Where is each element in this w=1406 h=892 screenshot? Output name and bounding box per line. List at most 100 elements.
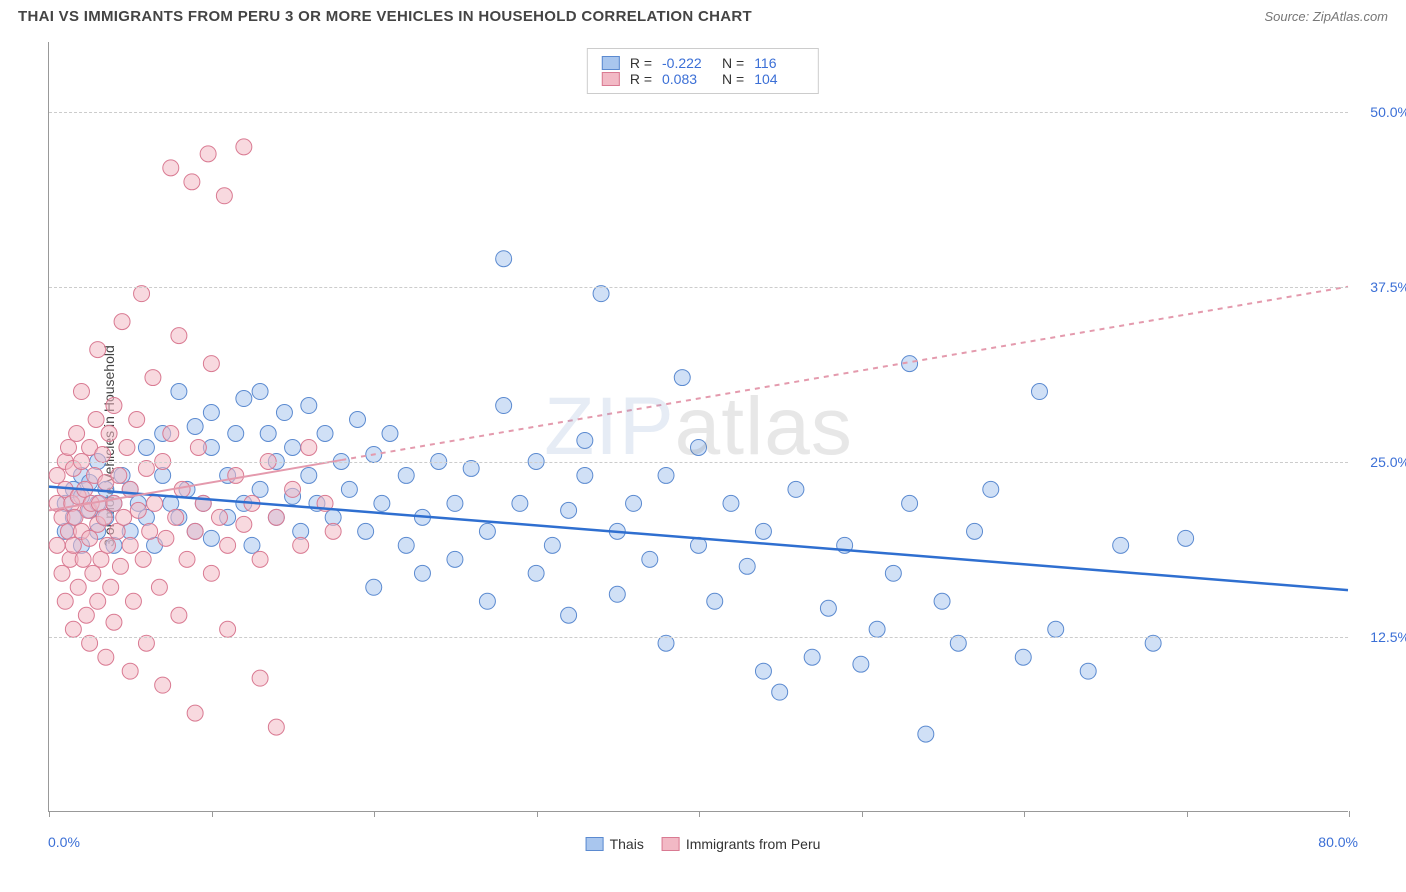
data-point: [96, 509, 112, 525]
r-label: R =: [630, 71, 652, 87]
data-point: [82, 530, 98, 546]
x-tick: [862, 811, 863, 817]
data-point: [90, 342, 106, 358]
data-point: [772, 684, 788, 700]
data-point: [691, 439, 707, 455]
data-point: [125, 593, 141, 609]
data-point: [285, 481, 301, 497]
data-point: [496, 251, 512, 267]
y-tick-label: 37.5%: [1370, 279, 1406, 295]
data-point: [1178, 530, 1194, 546]
x-tick: [212, 811, 213, 817]
n-value-peru: 104: [754, 71, 804, 87]
data-point: [918, 726, 934, 742]
chart-title: THAI VS IMMIGRANTS FROM PERU 3 OR MORE V…: [18, 8, 752, 25]
data-point: [276, 405, 292, 421]
swatch-thais: [602, 56, 620, 70]
data-point: [90, 593, 106, 609]
data-point: [561, 607, 577, 623]
data-point: [103, 579, 119, 595]
data-point: [293, 537, 309, 553]
data-point: [707, 593, 723, 609]
data-point: [658, 467, 674, 483]
data-point: [151, 579, 167, 595]
data-point: [642, 551, 658, 567]
data-point: [358, 523, 374, 539]
data-point: [528, 565, 544, 581]
legend-item-peru: Immigrants from Peru: [662, 836, 821, 852]
data-point: [447, 495, 463, 511]
data-point: [114, 314, 130, 330]
data-point: [853, 656, 869, 672]
y-tick-label: 12.5%: [1370, 629, 1406, 645]
data-point: [112, 558, 128, 574]
data-point: [106, 398, 122, 414]
legend-item-thais: Thais: [586, 836, 644, 852]
chart-svg: [49, 42, 1348, 811]
data-point: [158, 530, 174, 546]
data-point: [85, 565, 101, 581]
x-tick: [374, 811, 375, 817]
x-tick: [699, 811, 700, 817]
data-point: [609, 586, 625, 602]
data-point: [301, 398, 317, 414]
y-tick-label: 50.0%: [1370, 104, 1406, 120]
x-tick: [537, 811, 538, 817]
data-point: [187, 523, 203, 539]
data-point: [57, 593, 73, 609]
data-point: [398, 467, 414, 483]
data-point: [236, 139, 252, 155]
data-point: [350, 412, 366, 428]
data-point: [203, 356, 219, 372]
x-tick: [1024, 811, 1025, 817]
data-point: [203, 530, 219, 546]
legend-stats-box: R = -0.222 N = 116 R = 0.083 N = 104: [587, 48, 819, 94]
data-point: [187, 419, 203, 435]
data-point: [54, 565, 70, 581]
data-point: [187, 705, 203, 721]
data-point: [317, 426, 333, 442]
data-point: [211, 509, 227, 525]
legend-label-peru: Immigrants from Peru: [686, 836, 821, 852]
data-point: [414, 565, 430, 581]
data-point: [200, 146, 216, 162]
data-point: [512, 495, 528, 511]
data-point: [203, 565, 219, 581]
data-point: [147, 495, 163, 511]
data-point: [934, 593, 950, 609]
data-point: [236, 516, 252, 532]
data-point: [135, 551, 151, 567]
data-point: [130, 502, 146, 518]
data-point: [49, 537, 65, 553]
data-point: [301, 439, 317, 455]
data-point: [179, 551, 195, 567]
data-point: [88, 412, 104, 428]
data-point: [544, 537, 560, 553]
data-point: [155, 677, 171, 693]
n-label: N =: [722, 55, 744, 71]
legend-label-thais: Thais: [610, 836, 644, 852]
legend-row-peru: R = 0.083 N = 104: [602, 71, 804, 87]
gridline: [49, 287, 1348, 288]
data-point: [142, 523, 158, 539]
data-point: [804, 649, 820, 665]
r-value-peru: 0.083: [662, 71, 712, 87]
data-point: [479, 523, 495, 539]
source-attribution: Source: ZipAtlas.com: [1264, 9, 1388, 24]
r-value-thais: -0.222: [662, 55, 712, 71]
data-point: [95, 446, 111, 462]
data-point: [69, 426, 85, 442]
data-point: [171, 384, 187, 400]
data-point: [983, 481, 999, 497]
data-point: [116, 509, 132, 525]
swatch-thais-icon: [586, 837, 604, 851]
data-point: [252, 384, 268, 400]
data-point: [122, 537, 138, 553]
data-point: [203, 405, 219, 421]
data-point: [216, 188, 232, 204]
data-point: [73, 384, 89, 400]
data-point: [163, 160, 179, 176]
data-point: [869, 621, 885, 637]
data-point: [885, 565, 901, 581]
trend-line: [49, 487, 1348, 590]
